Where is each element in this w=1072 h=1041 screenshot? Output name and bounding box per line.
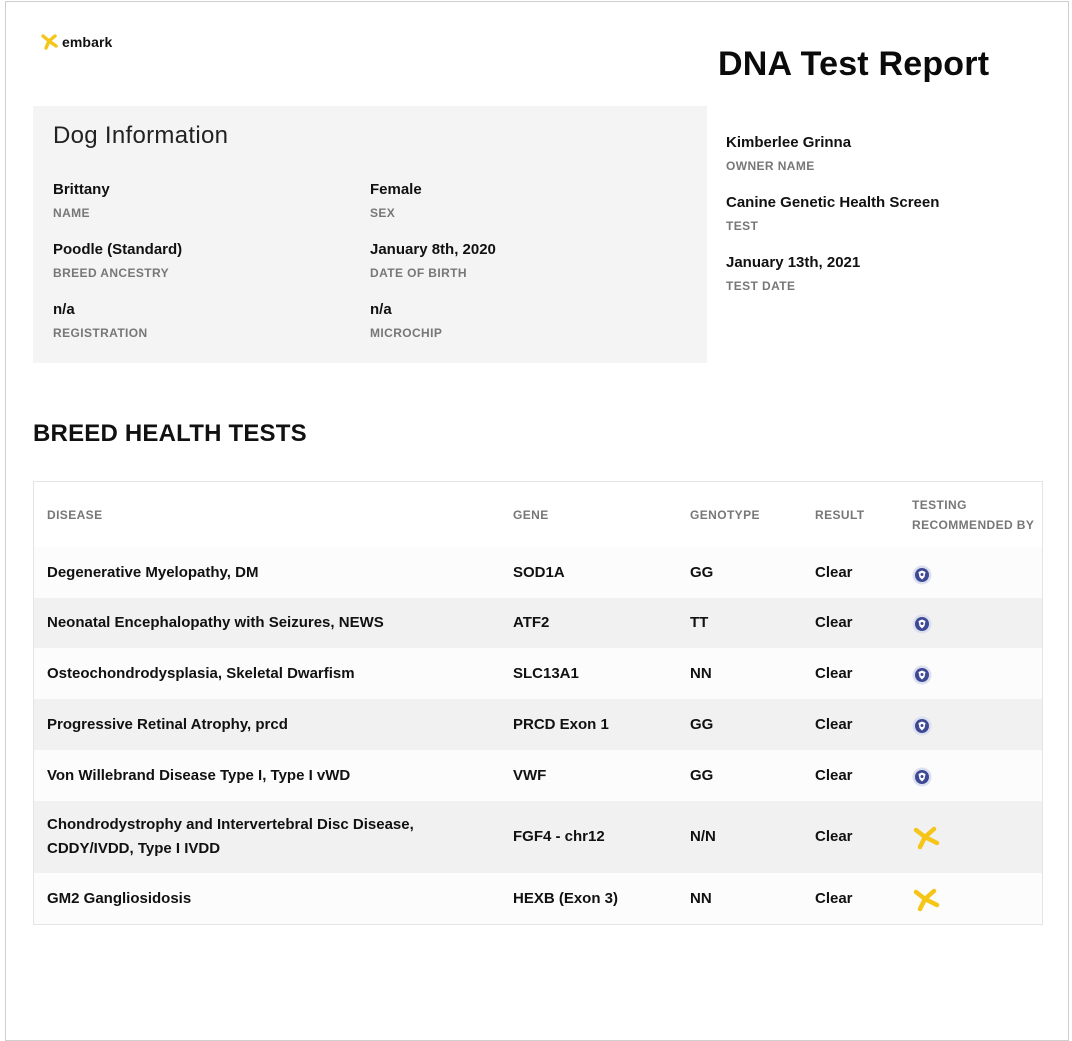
- result-cell: Clear: [815, 889, 853, 907]
- gene-cell: ATF2: [513, 614, 550, 631]
- gene-cell: SOD1A: [513, 563, 565, 581]
- brand-name: embark: [62, 34, 113, 50]
- result-cell: Clear: [815, 715, 853, 733]
- result-cell: Clear: [815, 614, 853, 631]
- breed-health-tests-heading: BREED HEALTH TESTS: [33, 420, 307, 447]
- embark-logo-icon: [913, 826, 940, 850]
- breed-ancestry-value: Poodle (Standard): [53, 241, 183, 258]
- test-date-label: TEST DATE: [726, 279, 796, 293]
- genotype-cell: NN: [690, 664, 712, 682]
- date-of-birth-label: DATE OF BIRTH: [370, 266, 467, 280]
- dog-information-card: Dog Information Brittany NAME Female SEX…: [33, 106, 707, 363]
- table-row: GM2 Gangliosidosis HEXB (Exon 3) NN Clea…: [34, 873, 1042, 924]
- test-date-field: January 13th, 2021 TEST DATE: [726, 254, 860, 293]
- genotype-cell: GG: [690, 766, 714, 784]
- gene-cell: FGF4 - chr12: [513, 828, 605, 845]
- disease-cell: Von Willebrand Disease Type I, Type I vW…: [47, 766, 351, 784]
- breed-club-seal-icon: [912, 614, 932, 634]
- microchip-label: MICROCHIP: [370, 326, 443, 340]
- table-row: Degenerative Myelopathy, DM SOD1A GG Cle…: [34, 547, 1042, 598]
- gene-cell: SLC13A1: [513, 664, 579, 682]
- embark-logo-icon: [41, 34, 58, 50]
- genotype-cell: GG: [690, 563, 714, 581]
- genotype-cell: NN: [690, 889, 712, 907]
- dog-information-title: Dog Information: [53, 122, 229, 149]
- table-row: Chondrodystrophy and Intervertebral Disc…: [34, 801, 1042, 873]
- column-header-genotype: GENOTYPE: [690, 507, 760, 522]
- test-value: Canine Genetic Health Screen: [726, 194, 940, 211]
- result-cell: Clear: [815, 766, 853, 784]
- result-cell: Clear: [815, 563, 853, 581]
- date-of-birth-field: January 8th, 2020 DATE OF BIRTH: [370, 241, 496, 280]
- result-cell: Clear: [815, 828, 853, 845]
- table-row: Neonatal Encephalopathy with Seizures, N…: [34, 598, 1042, 648]
- registration-label: REGISTRATION: [53, 326, 148, 340]
- date-of-birth-value: January 8th, 2020: [370, 241, 496, 258]
- embark-logo: embark: [40, 32, 112, 52]
- breed-club-seal-icon: [912, 716, 932, 735]
- table-row: Progressive Retinal Atrophy, prcd PRCD E…: [34, 699, 1042, 750]
- test-label: TEST: [726, 219, 759, 233]
- column-header-result: RESULT: [815, 507, 865, 522]
- registration-field: n/a REGISTRATION: [53, 301, 148, 340]
- result-cell: Clear: [815, 664, 853, 682]
- disease-cell: GM2 Gangliosidosis: [47, 889, 192, 907]
- column-header-disease: DISEASE: [47, 507, 103, 522]
- gene-cell: VWF: [513, 766, 547, 784]
- report-page: embark DNA Test Report Dog Information B…: [5, 1, 1069, 1041]
- dog-sex-label: SEX: [370, 206, 396, 220]
- breed-ancestry-field: Poodle (Standard) BREED ANCESTRY: [53, 241, 182, 280]
- dog-name-label: NAME: [53, 206, 90, 220]
- health-tests-table: DISEASE GENE GENOTYPE RESULT TESTING REC…: [33, 481, 1043, 925]
- genotype-cell: TT: [690, 614, 709, 631]
- disease-cell: Neonatal Encephalopathy with Seizures, N…: [47, 614, 384, 631]
- gene-cell: HEXB (Exon 3): [513, 889, 619, 907]
- dog-name-value: Brittany: [53, 181, 110, 198]
- disease-cell: Progressive Retinal Atrophy, prcd: [47, 715, 288, 733]
- microchip-field: n/a MICROCHIP: [370, 301, 442, 340]
- disease-cell: Chondrodystrophy and Intervertebral Disc…: [47, 816, 414, 857]
- microchip-value: n/a: [370, 301, 392, 318]
- owner-name-field: Kimberlee Grinna OWNER NAME: [726, 134, 851, 173]
- genotype-cell: N/N: [690, 828, 716, 845]
- embark-logo-icon: [913, 888, 940, 911]
- test-field: Canine Genetic Health Screen TEST: [726, 194, 939, 233]
- disease-cell: Osteochondrodysplasia, Skeletal Dwarfism: [47, 664, 355, 682]
- table-header-row: DISEASE GENE GENOTYPE RESULT TESTING REC…: [34, 482, 1042, 547]
- table-row: Osteochondrodysplasia, Skeletal Dwarfism…: [34, 648, 1042, 699]
- gene-cell: PRCD Exon 1: [513, 715, 609, 733]
- table-row: Von Willebrand Disease Type I, Type I vW…: [34, 750, 1042, 801]
- breed-ancestry-label: BREED ANCESTRY: [53, 266, 170, 280]
- disease-cell: Degenerative Myelopathy, DM: [47, 563, 259, 581]
- owner-name-label: OWNER NAME: [726, 159, 815, 173]
- breed-club-seal-icon: [912, 565, 932, 584]
- report-title: DNA Test Report: [718, 45, 990, 83]
- genotype-cell: GG: [690, 715, 714, 733]
- registration-value: n/a: [53, 301, 75, 318]
- dog-sex-field: Female SEX: [370, 181, 422, 220]
- column-header-gene: GENE: [513, 507, 549, 522]
- breed-club-seal-icon: [912, 767, 932, 786]
- test-date-value: January 13th, 2021: [726, 254, 861, 271]
- column-header-recommended-by: TESTING RECOMMENDED BY: [912, 497, 1035, 532]
- dog-name-field: Brittany NAME: [53, 181, 110, 220]
- breed-club-seal-icon: [912, 665, 932, 684]
- dog-sex-value: Female: [370, 181, 422, 198]
- owner-name-value: Kimberlee Grinna: [726, 134, 852, 151]
